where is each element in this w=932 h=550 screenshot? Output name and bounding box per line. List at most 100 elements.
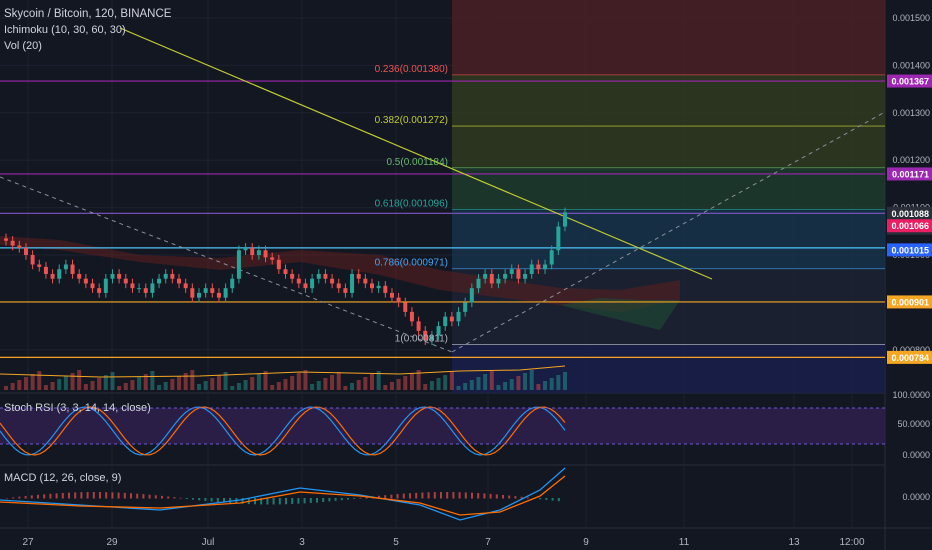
price-badge	[887, 350, 932, 364]
candle-body	[37, 264, 42, 267]
macd-histogram-bar	[322, 498, 325, 502]
candle-body	[350, 273, 355, 293]
macd-histogram-bar	[198, 498, 201, 501]
volume-bar	[383, 385, 388, 390]
macd-histogram-bar	[55, 493, 58, 499]
volume-bar	[10, 383, 15, 390]
price-axis[interactable]: 0.0015000.0014000.0013000.0012000.001100…	[887, 13, 932, 502]
volume-bar	[30, 374, 35, 390]
macd-histogram-bar	[167, 496, 170, 499]
horizontal-lines[interactable]	[0, 74, 885, 358]
volume-bar	[363, 377, 368, 390]
volume-bar	[83, 384, 88, 390]
volume-bar	[403, 376, 408, 390]
price-badge	[887, 167, 932, 181]
macd-histogram-bar	[30, 495, 33, 499]
candle-body	[250, 247, 255, 255]
candle-body	[263, 250, 268, 258]
macd-histogram-bar	[396, 494, 399, 499]
macd-histogram-bar	[49, 493, 52, 499]
volume-bar	[389, 382, 394, 390]
volume-bar	[103, 375, 108, 390]
candle-body	[137, 288, 142, 290]
candle-body	[389, 292, 394, 298]
macd-histogram-bar	[340, 498, 343, 501]
volume-bar	[303, 370, 308, 390]
macd-histogram-bar	[464, 492, 467, 499]
candle-body	[223, 288, 228, 298]
candle-body	[396, 297, 401, 303]
macd-histogram-bar	[365, 497, 368, 499]
volume-legend[interactable]: Vol (20)	[4, 40, 42, 52]
volume-bar	[63, 376, 68, 390]
macd-histogram-bar	[123, 492, 126, 499]
stoch-rsi-legend[interactable]: Stoch RSI (3, 3, 14, 14, close)	[4, 402, 151, 414]
candle-body	[30, 255, 35, 265]
candle-body	[150, 283, 155, 293]
candle-body	[43, 266, 48, 274]
volume-bar	[177, 376, 182, 390]
volume-bar	[503, 382, 508, 390]
macd-histogram-bar	[192, 498, 194, 500]
macd-histogram-bar	[136, 493, 139, 499]
macd-histogram-bar	[291, 498, 294, 505]
volume-bar	[476, 377, 481, 390]
candle-body	[90, 283, 95, 289]
macd-pane	[0, 467, 566, 521]
macd-histogram-bar	[353, 498, 356, 499]
time-axis[interactable]: 27 29 Jul 3 5 7 9 11 13 12:00	[22, 537, 865, 548]
volume-bar	[429, 381, 434, 390]
candle-body	[556, 226, 561, 251]
candle-body	[443, 316, 448, 327]
candle-body	[296, 278, 301, 284]
macd-legend[interactable]: MACD (12, 26, close, 9)	[4, 472, 122, 484]
macd-histogram-bar	[539, 498, 542, 500]
price-badge	[887, 74, 932, 88]
macd-histogram-bar	[173, 497, 176, 499]
macd-histogram-bar	[458, 492, 461, 499]
macd-histogram-bar	[508, 495, 511, 499]
volume-bar	[556, 375, 561, 390]
macd-histogram-bar	[347, 498, 349, 500]
candle-body	[449, 316, 454, 322]
volume-bar	[90, 381, 95, 390]
ichimoku-legend[interactable]: Ichimoku (10, 30, 60, 30)	[4, 24, 126, 36]
volume-bar	[216, 375, 221, 390]
price-badge-label: 0.001015	[891, 245, 929, 255]
price-badge-label: 0.001171	[892, 169, 929, 179]
candles	[4, 207, 567, 346]
cloud-red	[0, 236, 680, 312]
price-badge	[887, 219, 932, 233]
time-tick-label: 13	[788, 537, 800, 548]
candle-body	[310, 278, 315, 289]
candle-body	[256, 250, 261, 255]
candle-body	[243, 247, 248, 251]
candle-body	[549, 250, 554, 265]
fib-label: 0.236(0.001380)	[375, 64, 448, 75]
volume-bar	[250, 377, 255, 390]
volume-bar	[323, 378, 328, 390]
volume-bar	[543, 381, 548, 390]
trend-lines[interactable]	[0, 27, 886, 353]
fib-label: 0.382(0.001272)	[375, 115, 448, 126]
macd-histogram-bar	[216, 498, 219, 503]
volume-bar	[563, 372, 567, 390]
candle-body	[177, 278, 182, 284]
candle-body	[236, 250, 241, 279]
candle-body	[216, 292, 221, 298]
volume-bar	[123, 383, 128, 390]
volume-bar	[263, 371, 268, 390]
volume-bar	[137, 377, 142, 390]
candle-body	[163, 273, 168, 279]
price-badge-label: 0.001088	[891, 209, 929, 219]
volume-bar	[290, 376, 295, 390]
candle-body	[436, 326, 441, 336]
macd-histogram-bar	[545, 498, 548, 500]
volume-bar	[343, 386, 348, 390]
macd-histogram-bar	[334, 498, 337, 501]
fib-label: 0.786(0.000971)	[375, 258, 448, 269]
price-badge-label: 0.001367	[891, 77, 929, 87]
time-tick-label: 11	[679, 537, 690, 548]
volume-bar	[223, 372, 228, 390]
